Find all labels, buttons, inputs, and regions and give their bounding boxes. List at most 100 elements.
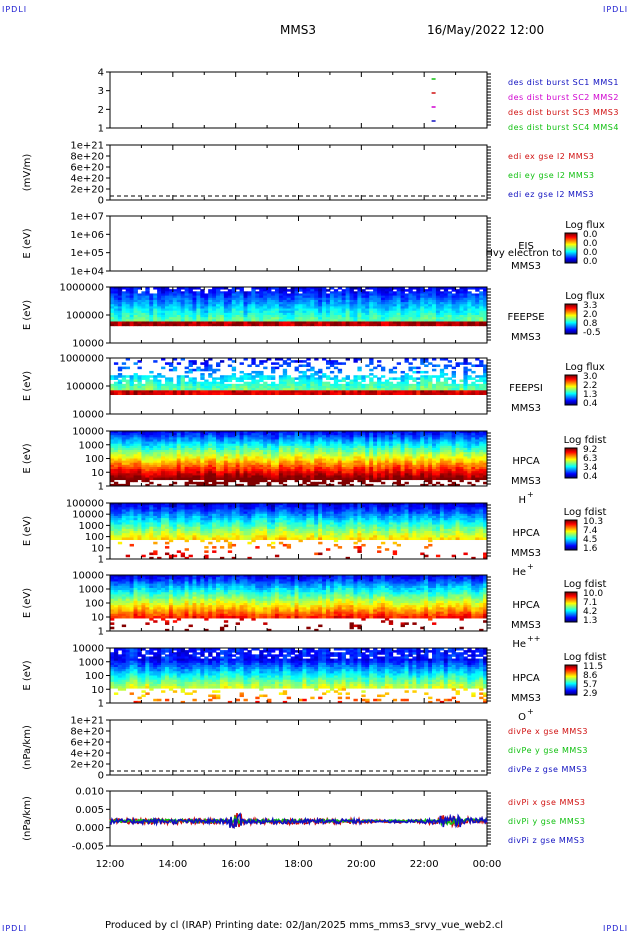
panel-4-spectrogram-cell <box>227 386 233 389</box>
panel-4-spectrogram-cell <box>435 386 441 389</box>
panel-3-spectrogram-cell <box>282 306 288 309</box>
panel-4-spectrogram-cell <box>322 388 327 391</box>
panel-5-spectrogram-cell <box>117 439 123 442</box>
panel-4-spectrogram-cell <box>463 368 468 372</box>
panel-3-spectrogram-cell <box>298 299 303 303</box>
panel-5-spectrogram-cell <box>121 475 127 478</box>
panel-4-spectrogram-cell <box>369 388 374 391</box>
panel-5-spectrogram-cell <box>164 458 170 462</box>
panel-3-spectrogram-cell <box>290 315 295 318</box>
panel-4-spectrogram-cell <box>357 392 362 396</box>
panel-4-spectrogram-cell <box>113 388 119 391</box>
panel-3-spectrogram-cell <box>322 287 327 290</box>
panel-5-spectrogram-cell <box>239 447 244 451</box>
panel-5-spectrogram-cell <box>129 443 134 447</box>
panel-3-spectrogram-cell <box>443 310 449 314</box>
panel-4-spectrogram-cell <box>435 364 441 368</box>
panel-5-spectrogram-cell <box>227 443 233 447</box>
panel-3-spectrogram-cell <box>192 293 197 297</box>
panel-4-spectrogram-cell <box>412 388 417 391</box>
panel-3-spectrogram-cell <box>239 297 244 301</box>
panel-5-spectrogram-cell <box>267 445 272 449</box>
panel-5-spectrogram-cell <box>204 471 209 474</box>
panel-4-spectrogram-cell <box>298 388 303 391</box>
panel-3-spectrogram-cell <box>404 317 409 320</box>
panel-5-spectrogram-cell <box>231 443 237 447</box>
panel-3-spectrogram-cell <box>243 310 248 314</box>
panel-3-spectrogram-cell <box>164 289 170 292</box>
panel-2-colorbar-tick-label: 0.0 <box>583 239 598 249</box>
panel-5-spectrogram-cell <box>259 443 264 447</box>
panel-3-spectrogram-cell <box>294 295 299 299</box>
panel-3-spectrogram-cell <box>392 306 398 309</box>
panel-3-spectrogram-cell <box>392 297 398 301</box>
panel-3-spectrogram-cell <box>278 302 284 305</box>
panel-5-spectrogram-cell <box>239 460 244 464</box>
panel-3-spectrogram-cell <box>274 319 280 322</box>
panel-3-spectrogram-cell <box>298 319 303 322</box>
panel-3-spectrogram-cell <box>121 319 127 322</box>
panel-5-spectrogram-cell <box>192 435 197 438</box>
panel-4-spectrogram-cell <box>208 390 213 393</box>
panel-5-spectrogram-cell <box>184 443 189 447</box>
panel-3-spectrogram-cell <box>325 293 331 297</box>
panel-4-spectrogram-cell <box>149 383 154 387</box>
panel-5-spectrogram-cell <box>121 464 127 468</box>
panel-3-spectrogram-cell <box>302 306 307 309</box>
panel-3-spectrogram-cell <box>345 306 350 309</box>
panel-5-spectrogram-cell <box>180 458 186 462</box>
panel-3-spectrogram-cell <box>247 299 252 303</box>
panel-4-ytick-label: 1000000 <box>59 354 104 365</box>
panel-3-spectrogram-cell <box>333 295 339 299</box>
panel-3-spectrogram-cell <box>227 297 233 301</box>
panel-5-spectrogram-cell <box>231 475 237 478</box>
panel-4-spectrogram-cell <box>204 381 209 385</box>
panel-4-spectrogram-cell <box>259 390 264 393</box>
panel-5-spectrogram-cell <box>149 439 154 442</box>
panel-3-spectrogram-cell <box>282 315 288 318</box>
panel-3-spectrogram-cell <box>180 302 186 305</box>
panel-4-colorbar-strip <box>565 390 577 392</box>
panel-3-spectrogram-cell <box>341 312 347 316</box>
panel-3-spectrogram-cell <box>428 287 433 290</box>
panel-4-spectrogram-cell <box>282 383 288 387</box>
panel-5-spectrogram-cell <box>172 437 178 440</box>
panel-3-spectrogram-cell <box>192 315 197 318</box>
panel-5-spectrogram-cell <box>274 469 280 472</box>
panel-5-spectrogram-cell <box>267 483 272 487</box>
panel-3-spectrogram-cell <box>212 297 217 301</box>
panel-4-spectrogram-cell <box>125 392 131 396</box>
panel-5-spectrogram-cell <box>121 452 127 455</box>
panel-4-spectrogram-cell <box>353 375 358 378</box>
panel-5-spectrogram-cell <box>219 450 225 453</box>
panel-5-spectrogram-cell <box>212 441 217 445</box>
panel-5-spectrogram-cell <box>180 431 186 434</box>
panel-4-spectrogram-cell <box>420 362 425 365</box>
panel-3-spectrogram-cell <box>117 293 123 297</box>
panel-4-spectrogram-cell <box>314 388 319 391</box>
panel-2-colorbar-strip <box>565 249 577 251</box>
panel-4-spectrogram-cell <box>439 368 445 372</box>
panel-4-spectrogram-cell <box>479 375 484 378</box>
panel-4-spectrogram-cell <box>110 390 115 393</box>
panel-5-spectrogram-cell <box>176 437 182 440</box>
panel-5-spectrogram-cell <box>125 464 131 468</box>
panel-4-spectrogram-cell <box>392 390 398 393</box>
panel-4-spectrogram-cell <box>125 375 131 378</box>
panel-3-spectrogram-cell <box>180 312 186 316</box>
panel-3-spectrogram-cell <box>247 291 252 294</box>
panel-5-spectrogram-cell <box>176 462 182 466</box>
panel-2-colorbar-strip <box>565 238 577 240</box>
panel-5-spectrogram-cell <box>164 452 170 455</box>
panel-3-spectrogram-cell <box>392 293 398 297</box>
panel-4-spectrogram-cell <box>263 381 268 385</box>
panel-5-spectrogram-cell <box>227 466 233 470</box>
panel-3-spectrogram-cell <box>432 289 437 292</box>
panel-3-spectrogram-cell <box>432 323 437 327</box>
panel-5-spectrogram-cell <box>263 437 268 440</box>
panel-5-spectrogram-cell <box>172 481 178 485</box>
panel-5-spectrogram-cell <box>278 456 284 459</box>
panel-4-spectrogram-cell <box>424 381 429 385</box>
panel-3-spectrogram-cell <box>475 306 480 309</box>
panel-3-spectrogram-cell <box>310 293 315 297</box>
